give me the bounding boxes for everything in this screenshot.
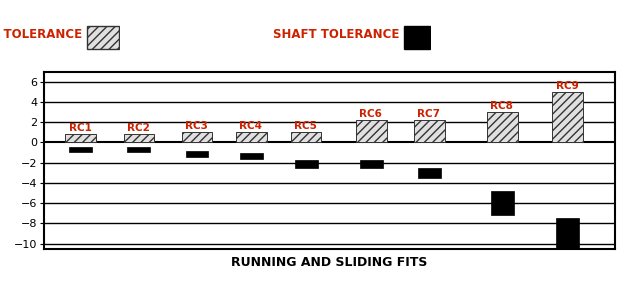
Bar: [236, 132, 267, 142]
Bar: [418, 168, 441, 178]
FancyBboxPatch shape: [404, 26, 430, 49]
Text: RC7: RC7: [417, 109, 441, 119]
Bar: [127, 148, 150, 152]
Bar: [186, 150, 209, 157]
Text: RC3: RC3: [185, 121, 208, 131]
Text: SHAFT TOLERANCE: SHAFT TOLERANCE: [273, 28, 399, 41]
FancyBboxPatch shape: [87, 26, 119, 49]
Text: HOLE TOLERANCE: HOLE TOLERANCE: [0, 28, 82, 41]
Text: RC2: RC2: [127, 123, 150, 133]
Text: RC8: RC8: [490, 101, 513, 111]
X-axis label: RUNNING AND SLIDING FITS: RUNNING AND SLIDING FITS: [231, 256, 428, 269]
Bar: [556, 219, 579, 249]
Bar: [295, 160, 318, 168]
Bar: [240, 152, 263, 159]
Text: RC1: RC1: [68, 123, 91, 133]
Text: RC4: RC4: [239, 121, 262, 131]
Bar: [69, 147, 92, 152]
Bar: [415, 120, 445, 142]
Bar: [291, 132, 321, 142]
Bar: [360, 160, 383, 168]
Text: RC5: RC5: [294, 121, 317, 131]
Bar: [182, 132, 212, 142]
Bar: [124, 134, 154, 142]
Bar: [65, 134, 96, 142]
Bar: [356, 120, 387, 142]
Bar: [487, 112, 517, 142]
Bar: [552, 92, 583, 142]
Bar: [491, 191, 514, 215]
Text: RC9: RC9: [555, 81, 578, 91]
Text: RC6: RC6: [359, 109, 382, 119]
